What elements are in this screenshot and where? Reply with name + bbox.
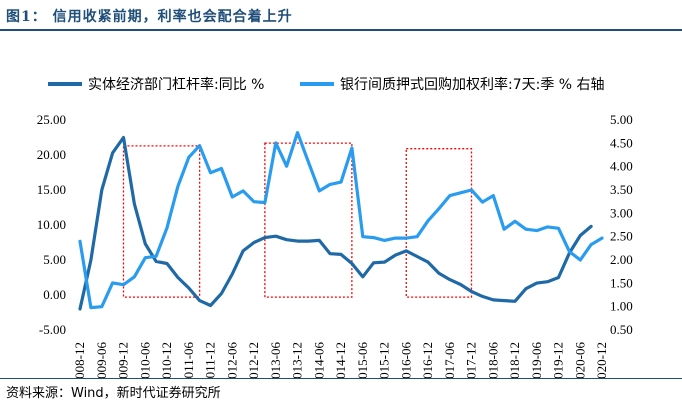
chart: 实体经济部门杠杆率:同比 % 银行间质押式回购加权利率:7天:季 % 右轴 -5… [37,76,633,378]
right-tick-label: 1.50 [610,275,633,290]
x-tick-label: 2013-12 [290,342,305,378]
source-rule [0,378,682,379]
x-tick-label: 2011-12 [203,342,218,378]
left-tick-label: 5.00 [43,252,66,267]
right-tick-label: 4.50 [610,135,633,150]
right-tick-label: 3.00 [610,205,633,220]
highlight-box-2 [264,142,353,298]
right-tick-label: 2.50 [610,229,633,244]
highlight-box-3 [405,148,473,298]
x-tick-label: 2012-12 [246,342,261,378]
legend: 实体经济部门杠杆率:同比 % 银行间质押式回购加权利率:7天:季 % 右轴 [48,76,605,93]
highlight-box-1 [122,145,201,298]
x-tick-label: 2020-12 [594,342,609,378]
x-tick-label: 2009-12 [116,342,131,378]
highlight-boxes [122,142,473,298]
left-tick-label: -5.00 [39,322,66,337]
legend-label-series-2: 银行间质押式回购加权利率:7天:季 % 右轴 [340,76,605,93]
x-tick-label: 2011-06 [181,342,196,378]
left-tick-label: 25.00 [37,112,66,127]
series-layer [78,131,604,311]
right-tick-label: 5.00 [610,112,633,127]
x-tick-label: 2015-12 [377,342,392,378]
right-axis-ticks: 0.50 1.00 1.50 2.00 2.50 3.00 3.50 4.00 4.50 5.00 [610,112,633,337]
x-tick-label: 2014-06 [311,342,326,378]
x-tick-label: 2012-06 [224,342,239,378]
right-tick-label: 1.00 [610,299,633,314]
x-tick-label: 2009-06 [94,342,109,378]
x-tick-label: 2014-12 [333,342,348,378]
x-tick-label: 2020-06 [572,342,587,378]
title-rule [0,29,682,31]
source-note: 资料来源：Wind，新时代证券研究所 [6,386,221,401]
x-tick-label: 2010-12 [159,342,174,378]
x-tick-label: 2018-12 [507,342,522,378]
x-tick-label: 2018-06 [485,342,500,378]
left-tick-label: 15.00 [37,182,66,197]
left-tick-label: 0.00 [43,287,66,302]
series-line-2 [78,131,604,310]
x-tick-label: 2010-06 [137,342,152,378]
x-tick-label: 2019-06 [529,342,544,378]
right-tick-label: 4.00 [610,159,633,174]
series-line-1 [78,135,593,311]
x-tick-label: 2017-12 [464,342,479,378]
right-tick-label: 0.50 [610,322,633,337]
left-tick-label: 20.00 [37,147,66,162]
x-tick-label: 2008-12 [72,342,87,378]
left-tick-label: 10.00 [37,217,66,232]
legend-label-series-1: 实体经济部门杠杆率:同比 % [88,76,264,93]
x-tick-label: 2016-06 [398,342,413,378]
x-tick-label: 2016-12 [420,342,435,378]
figure-title: 图1： 信用收紧前期，利率也会配合着上升 [6,9,293,25]
x-tick-label: 2013-06 [268,342,283,378]
left-axis-ticks: -5.00 0.00 5.00 10.00 15.00 20.00 25.00 [37,112,66,337]
x-tick-label: 2015-06 [355,342,370,378]
right-tick-label: 2.00 [610,252,633,267]
x-axis-ticks: 2008-12 2009-06 2009-12 2010-06 2010-12 2011-… [72,342,609,378]
x-tick-label: 2019-12 [551,342,566,378]
right-tick-label: 3.50 [610,182,633,197]
x-tick-label: 2017-06 [442,342,457,378]
